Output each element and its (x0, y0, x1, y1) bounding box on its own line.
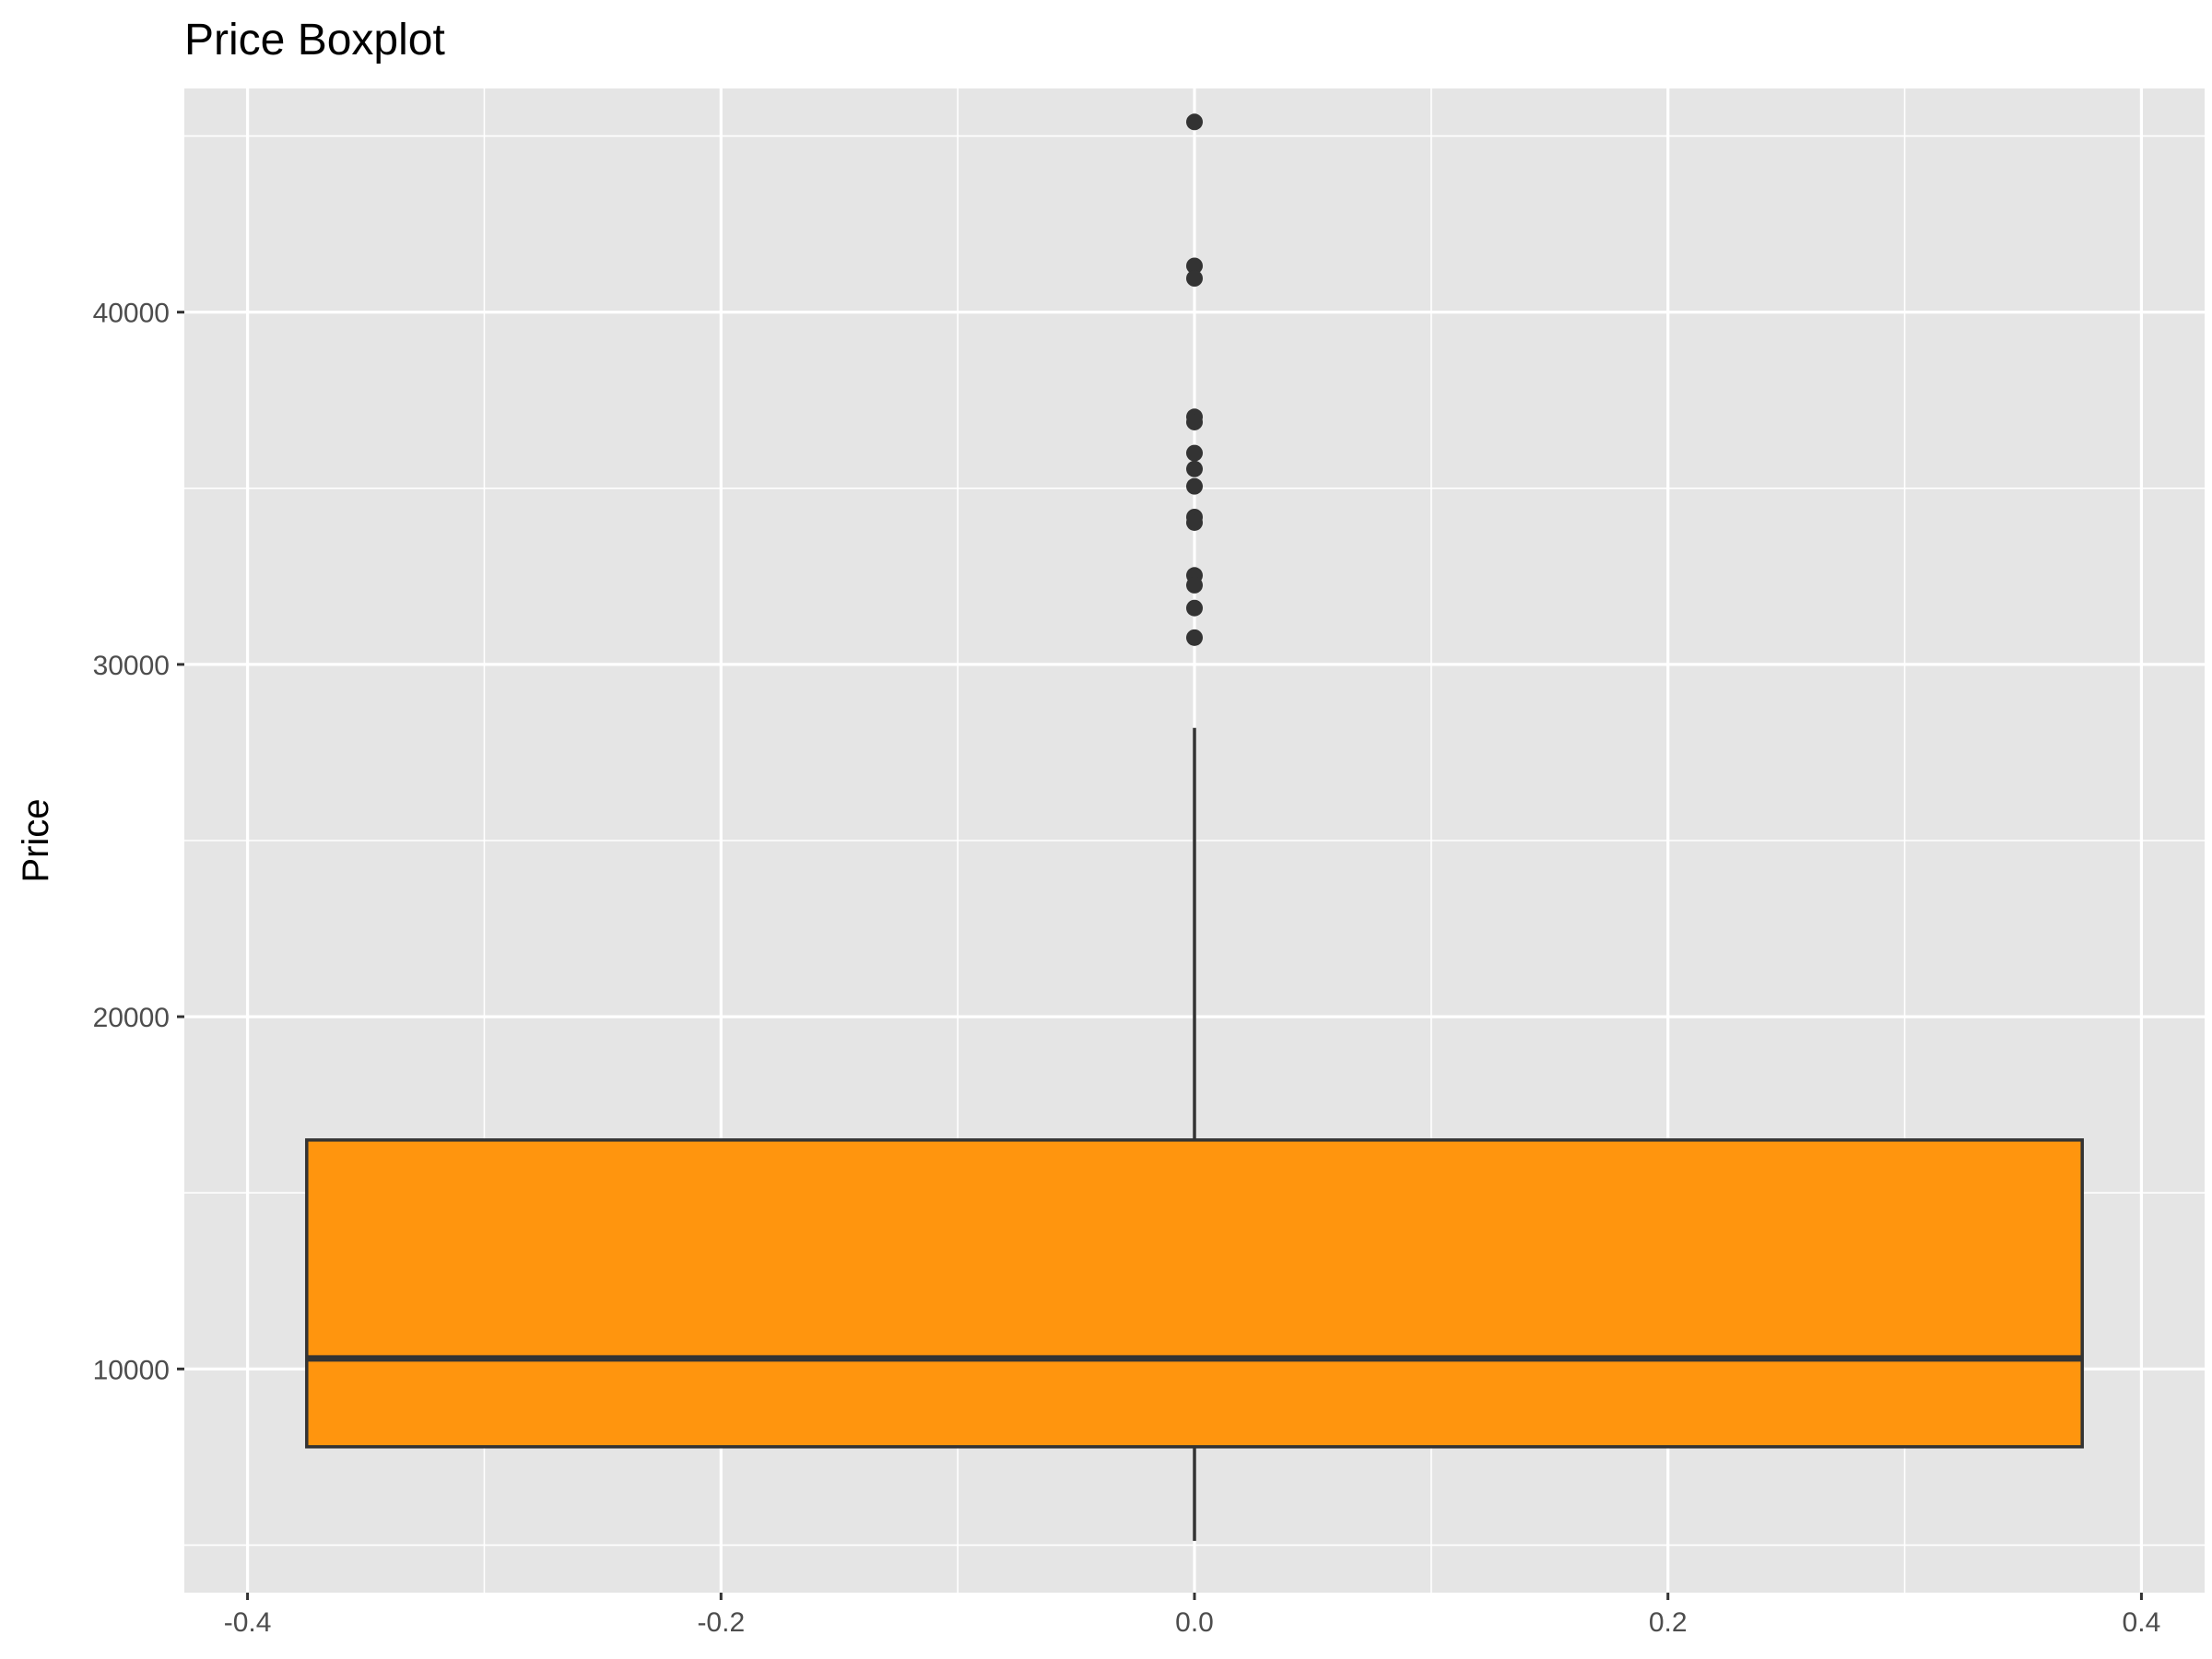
boxplot (305, 727, 2084, 1541)
x-tick-label: -0.4 (224, 1607, 272, 1638)
outlier-point (1186, 113, 1203, 131)
outlier-point (1186, 413, 1203, 430)
y-axis-tick-labels: 10000 20000 30000 40000 (93, 299, 170, 1386)
x-tick-label: 0.4 (2123, 1607, 2161, 1638)
outlier-point (1186, 477, 1203, 495)
axis-ticks (177, 311, 2143, 1600)
outlier-point (1186, 257, 1203, 275)
x-tick-label: 0.2 (1649, 1607, 1688, 1638)
outlier-points (1186, 113, 1203, 646)
outlier-point (1186, 629, 1203, 646)
y-tick-label: 20000 (93, 1003, 170, 1033)
outlier-point (1186, 513, 1203, 531)
interquartile-box (305, 1138, 2084, 1449)
y-tick-label: 10000 (93, 1355, 170, 1385)
outlier-point (1186, 599, 1203, 617)
x-tick-label: 0.0 (1175, 1607, 1214, 1638)
y-tick-label: 30000 (93, 651, 170, 681)
outlier-point (1186, 460, 1203, 477)
outlier-point (1186, 270, 1203, 288)
chart-title: Price Boxplot (184, 16, 445, 65)
y-tick-label: 40000 (93, 299, 170, 329)
y-axis-title: Price (16, 798, 56, 882)
outlier-point (1186, 444, 1203, 462)
x-tick-label: -0.2 (697, 1607, 745, 1638)
x-axis-tick-labels: -0.4 -0.2 0.0 0.2 0.4 (224, 1607, 2161, 1638)
outlier-point (1186, 576, 1203, 594)
